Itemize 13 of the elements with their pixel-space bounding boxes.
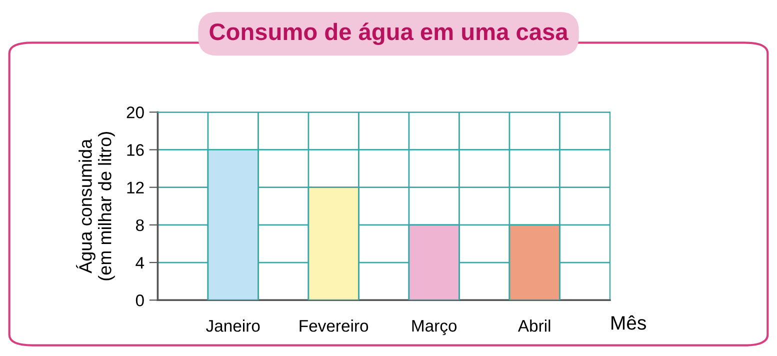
y-tick-label: 0 [136,294,144,306]
x-tick-label: Fevereiro [300,320,368,332]
x-tick-label: Março [412,320,457,336]
x-tick-label: Janeiro [206,320,260,332]
y-tick-label: 20 [126,106,144,118]
y-axis-title: Água consumida (em milhar de litro) [76,132,115,280]
y-tick-label: 8 [136,219,144,232]
y-tick-label: 12 [127,182,144,194]
x-axis-title: Mês [612,315,646,330]
x-tick-label: Abril [518,320,550,332]
y-tick-label: 16 [127,144,144,156]
chart-title: Consumo de água em uma casa [210,22,568,45]
y-tick-label: 4 [136,257,144,269]
